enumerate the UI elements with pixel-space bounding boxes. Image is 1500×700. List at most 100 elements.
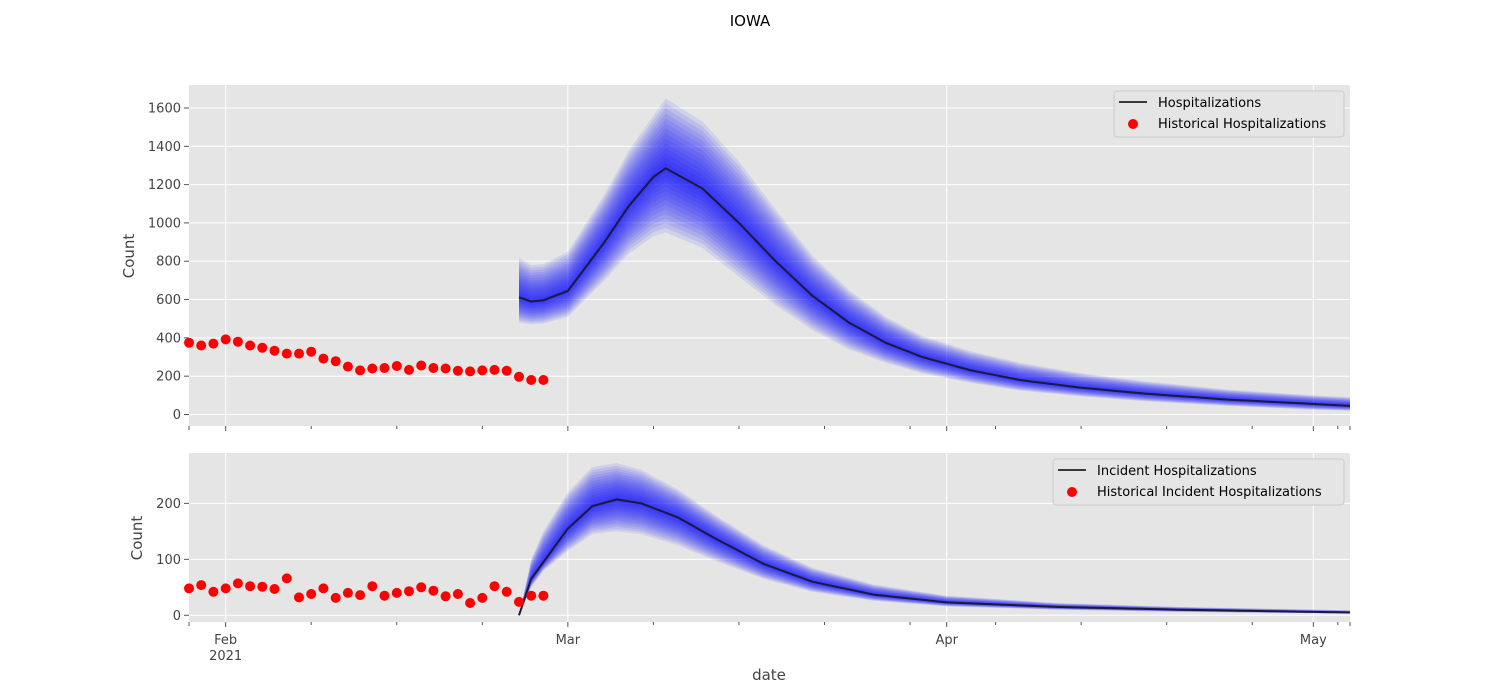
top-forecast-band — [519, 128, 1350, 409]
top-historical-point — [330, 356, 341, 367]
bottom-legend-point-label: Historical Incident Hospitalizations — [1097, 485, 1322, 500]
xtick-label: Mar — [556, 633, 581, 648]
bottom-y-ticks: 0 100 200 — [156, 497, 189, 624]
bottom-historical-points — [184, 573, 549, 608]
top-historical-point — [440, 363, 451, 374]
bottom-forecast-band — [519, 463, 1350, 616]
top-historical-point — [269, 345, 280, 356]
top-x-ticks — [188, 426, 1351, 431]
bottom-forecast-band — [519, 486, 1350, 616]
top-historical-point — [526, 375, 537, 385]
top-ytick-label: 600 — [156, 293, 181, 308]
top-forecast-line — [518, 167, 1351, 407]
top-historical-point — [489, 364, 500, 375]
top-historical-point — [477, 365, 488, 376]
top-forecast-band — [519, 148, 1350, 408]
bottom-forecast-band — [519, 481, 1350, 616]
bottom-forecast-band — [519, 470, 1350, 616]
top-historical-point — [306, 346, 317, 357]
bottom-historical-point — [355, 590, 366, 601]
bottom-historical-point — [318, 583, 329, 594]
top-forecast-band — [519, 123, 1350, 410]
bottom-ytick-label: 0 — [173, 609, 181, 624]
bottom-historical-point — [440, 591, 451, 602]
bottom-legend: Incident Hospitalizations Historical Inc… — [1052, 458, 1345, 506]
top-historical-point — [245, 340, 256, 351]
bottom-historical-point — [452, 589, 463, 599]
top-historical-point — [538, 375, 549, 385]
top-ytick-label: 1400 — [148, 140, 181, 155]
top-historical-point — [232, 336, 243, 347]
bottom-forecast-band — [519, 468, 1350, 616]
bottom-legend-line-label: Incident Hospitalizations — [1097, 464, 1257, 479]
top-ytick-label: 200 — [156, 370, 181, 385]
top-historical-point — [220, 334, 231, 345]
bottom-ytick-label: 200 — [156, 497, 181, 512]
bottom-historical-point — [184, 583, 194, 594]
bottom-forecast-line-group — [518, 498, 1351, 616]
bottom-historical-point — [232, 578, 243, 589]
top-ytick-label: 400 — [156, 331, 181, 346]
xtick-label: Feb — [214, 633, 237, 648]
top-historical-point — [465, 366, 476, 377]
top-historical-point — [318, 353, 329, 364]
xtick-label: Apr — [935, 633, 958, 648]
top-historical-point — [257, 342, 268, 353]
top-legend-point-label: Historical Hospitalizations — [1158, 117, 1326, 132]
top-historical-point — [514, 371, 524, 382]
bottom-forecast-band — [519, 476, 1350, 616]
top-forecast-band — [519, 113, 1350, 410]
bottom-historical-point — [330, 592, 341, 603]
bottom-historical-point — [514, 596, 524, 607]
bottom-historical-point — [342, 587, 353, 598]
xtick-label: May — [1300, 633, 1327, 648]
top-forecast-bands — [519, 98, 1350, 411]
xtick-year-label: 2021 — [209, 649, 242, 664]
top-y-axis-label: Count — [120, 234, 138, 279]
top-gridlines — [189, 85, 1350, 426]
top-forecast-band — [519, 143, 1350, 408]
x-axis-label: date — [752, 666, 786, 684]
top-ytick-label: 1600 — [148, 101, 181, 116]
top-historical-point — [196, 340, 207, 351]
bottom-historical-point — [416, 582, 427, 593]
bottom-forecast-band — [519, 465, 1350, 616]
bottom-historical-point — [477, 592, 488, 603]
top-y-ticks: 0 200 400 600 800 1000 1200 1400 1600 — [148, 101, 189, 423]
bottom-historical-point — [379, 590, 390, 601]
bottom-historical-point — [196, 580, 207, 591]
top-historical-point — [452, 365, 463, 376]
top-ytick-label: 1000 — [148, 216, 181, 231]
top-panel: 0 200 400 600 800 1000 1200 1400 1600 Count Hosp… — [120, 85, 1351, 431]
bottom-historical-point — [245, 581, 256, 592]
top-forecast-line-group — [518, 167, 1351, 407]
top-forecast-band — [519, 108, 1350, 411]
bottom-forecast-band — [519, 489, 1350, 616]
top-forecast-band — [519, 98, 1350, 411]
bottom-historical-point — [294, 592, 304, 603]
bottom-legend-point-swatch — [1067, 487, 1077, 497]
bottom-y-axis-label: Count — [128, 516, 146, 561]
top-ytick-label: 1200 — [148, 178, 181, 193]
bottom-forecast-band — [519, 473, 1350, 616]
top-historical-point — [208, 338, 219, 349]
top-ytick-label: 0 — [173, 408, 181, 423]
bottom-historical-point — [404, 586, 414, 597]
top-historical-point — [391, 361, 402, 371]
top-ytick-label: 800 — [156, 255, 181, 270]
bottom-forecast-band — [519, 494, 1350, 616]
bottom-historical-point — [367, 581, 378, 592]
bottom-historical-point — [501, 586, 512, 597]
bottom-historical-point — [489, 581, 500, 592]
bottom-historical-point — [257, 581, 268, 592]
bottom-gridlines — [189, 453, 1350, 622]
bottom-forecast-bands — [519, 463, 1350, 616]
top-forecast-band — [519, 118, 1350, 410]
top-historical-point — [342, 361, 353, 372]
bottom-historical-point — [465, 598, 476, 608]
bottom-ytick-label: 100 — [156, 553, 181, 568]
bottom-historical-point — [391, 587, 402, 598]
top-forecast-band — [519, 138, 1350, 408]
